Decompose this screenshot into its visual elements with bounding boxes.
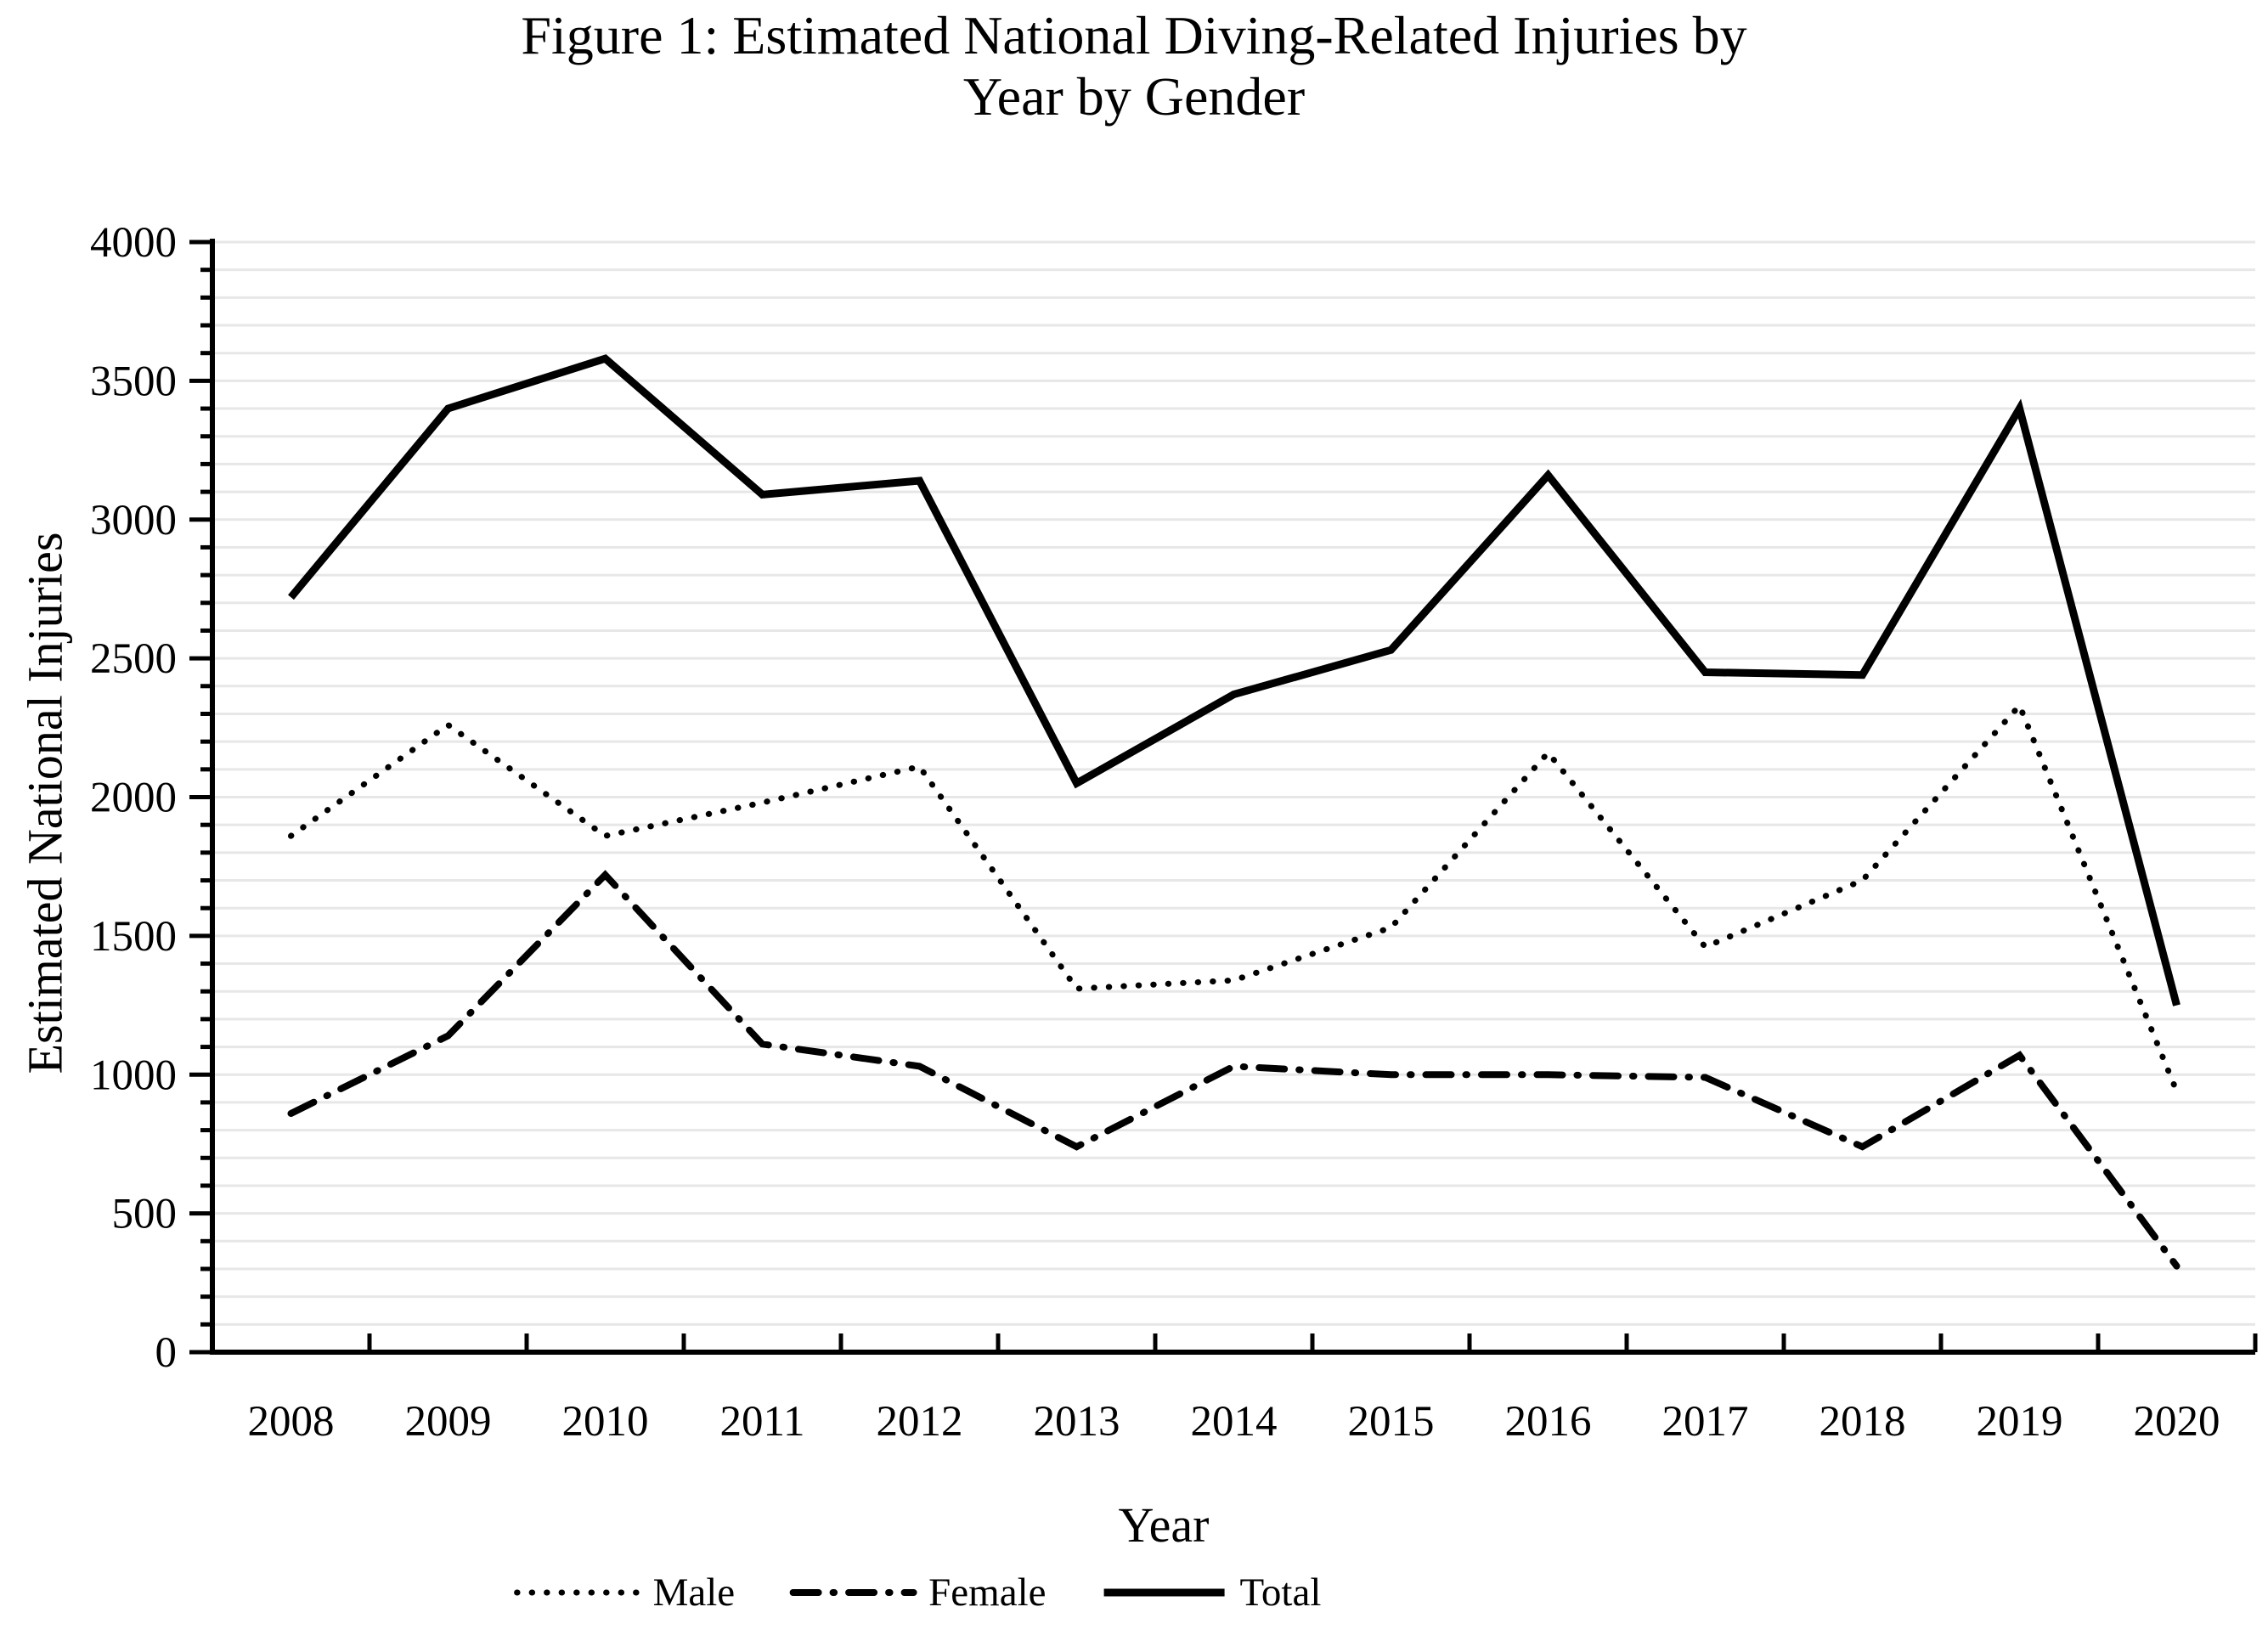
y-tick-label: 4000: [90, 219, 177, 267]
legend-label-female: Female: [928, 1570, 1047, 1615]
male-line: [288, 700, 2180, 1095]
legend-item-female: Female: [789, 1570, 1047, 1615]
y-tick-label: 2500: [90, 635, 177, 683]
y-tick-label: 1500: [90, 913, 177, 961]
x-tick-label: 2010: [562, 1398, 649, 1446]
chart-title-line1: Figure 1: Estimated National Diving-Rela…: [521, 5, 1747, 65]
y-tick-label: 0: [155, 1329, 178, 1377]
x-tick-label: 2014: [1191, 1398, 1278, 1446]
legend-label-male: Male: [652, 1570, 736, 1615]
legend: Male Female Total: [514, 1570, 1322, 1615]
x-tick-label: 2009: [405, 1398, 492, 1446]
chart-title-line2: Year by Gender: [962, 65, 1306, 127]
legend-item-male: Male: [514, 1570, 736, 1615]
x-tick-label: 2008: [248, 1398, 335, 1446]
y-tick-label: 3500: [90, 358, 177, 405]
chart-title: Figure 1: Estimated National Diving-Rela…: [0, 5, 2268, 127]
legend-item-total: Total: [1101, 1570, 1322, 1615]
x-tick-label: 2015: [1348, 1398, 1435, 1446]
x-tick-label: 2020: [2134, 1398, 2220, 1446]
x-tick-label: 2017: [1662, 1398, 1749, 1446]
x-tick-label: 2016: [1505, 1398, 1592, 1446]
x-tick-label: 2019: [1977, 1398, 2063, 1446]
x-tick-label: 2011: [719, 1398, 804, 1446]
y-tick-label: 2000: [90, 775, 177, 822]
legend-sample-female-line: [789, 1589, 917, 1596]
legend-label-total: Total: [1239, 1570, 1322, 1615]
y-tick-label: 3000: [90, 497, 177, 544]
x-tick-label: 2012: [877, 1398, 963, 1446]
x-axis-title: Year: [1118, 1497, 1210, 1553]
y-tick-label: 1000: [90, 1051, 177, 1099]
total-line: [288, 354, 2181, 1006]
y-tick-label: 500: [112, 1191, 178, 1238]
legend-sample-male-line: [514, 1589, 641, 1596]
female-line: [287, 870, 2181, 1270]
x-tick-label: 2013: [1034, 1398, 1120, 1446]
x-tick-label: 2018: [1819, 1398, 1906, 1446]
legend-sample-total-line: [1103, 1588, 1225, 1597]
